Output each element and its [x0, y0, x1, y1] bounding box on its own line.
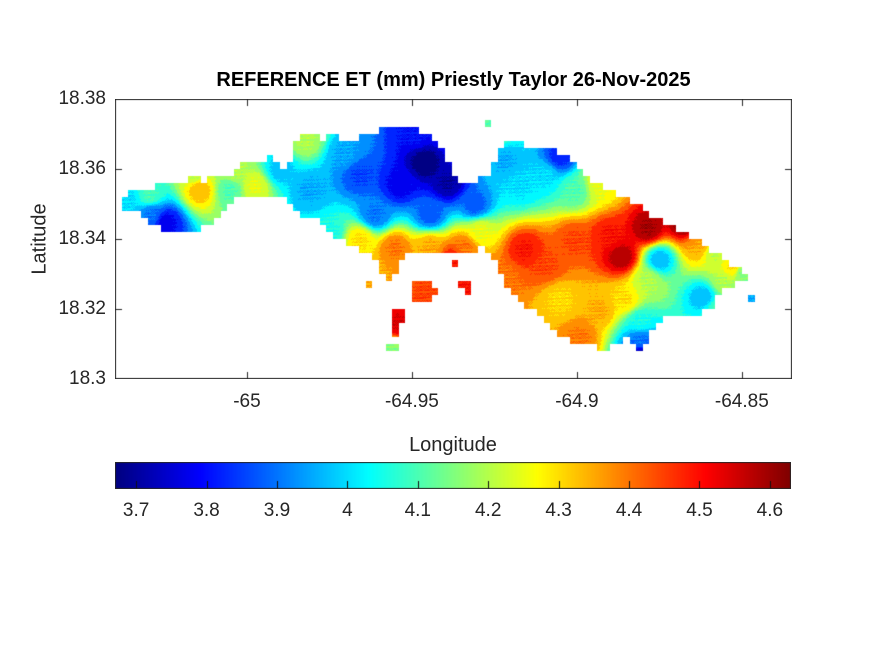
chart-title: REFERENCE ET (mm) Priestly Taylor 26-Nov…	[216, 69, 691, 91]
y-tick-label: 18.36	[58, 158, 106, 179]
colorbar-tick-label: 4.3	[545, 500, 572, 521]
colorbar-canvas	[115, 462, 791, 489]
y-axis-label: Latitude	[28, 203, 51, 275]
colorbar-tick-label: 3.8	[193, 500, 220, 521]
y-tick-label: 18.3	[69, 368, 106, 389]
colorbar-tick-label: 4.5	[686, 500, 713, 521]
colorbar-tick-label: 4	[342, 500, 353, 521]
colorbar-tick-label: 3.7	[122, 500, 150, 521]
x-axis-label: Longitude	[409, 434, 497, 456]
y-tick-label: 18.38	[58, 88, 106, 109]
y-tick-label: 18.34	[58, 228, 106, 249]
colorbar-tick-label: 4.1	[404, 500, 431, 521]
y-tick-label: 18.32	[58, 298, 106, 319]
colorbar-tick-label: 4.2	[474, 500, 502, 521]
colorbar-tick-label: 4.6	[756, 500, 784, 521]
colorbar-tick-label: 4.4	[615, 500, 643, 521]
x-tick-label: -65	[233, 391, 261, 412]
colorbar-tick-label: 3.9	[263, 500, 291, 521]
contour-map-canvas	[115, 99, 792, 379]
x-tick-label: -64.95	[384, 391, 439, 412]
x-tick-label: -64.9	[555, 391, 599, 412]
x-tick-label: -64.85	[714, 391, 769, 412]
